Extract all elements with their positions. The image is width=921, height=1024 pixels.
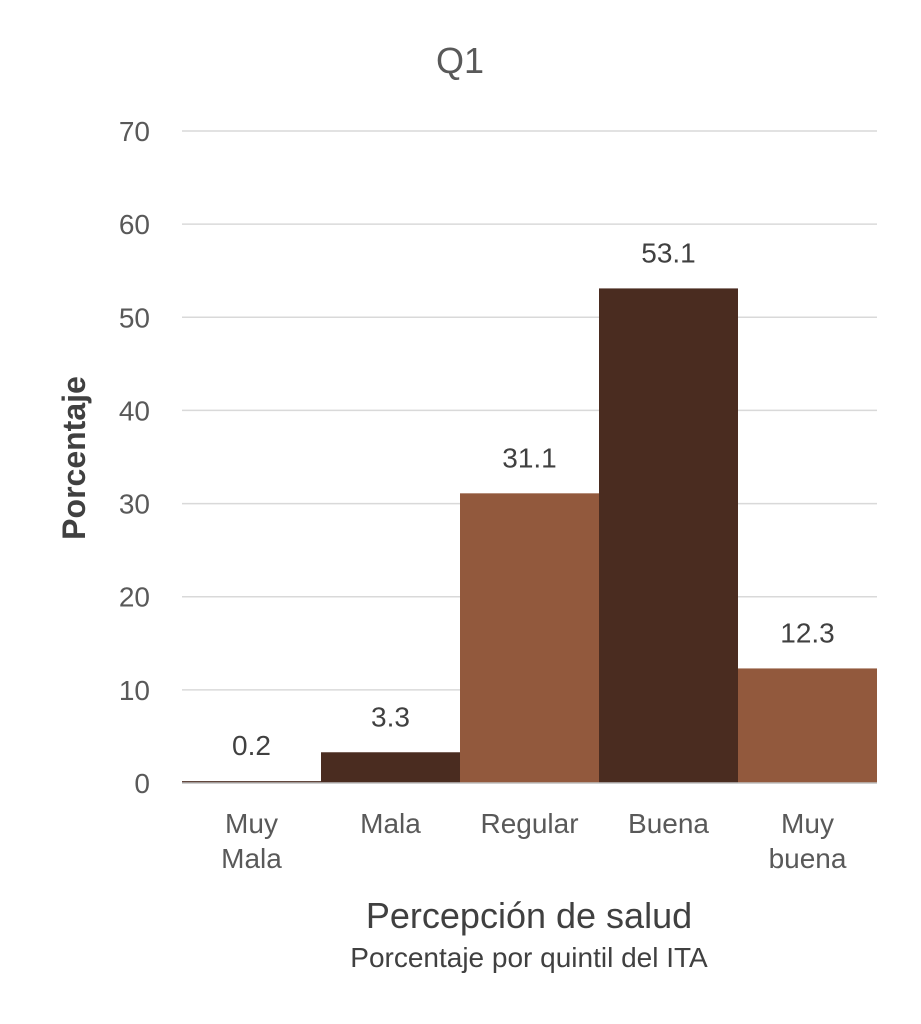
data-labels: 0.2 3.3 31.1 53.1 12.3: [232, 237, 835, 761]
y-tick-label: 30: [119, 489, 150, 520]
data-label: 53.1: [641, 237, 696, 268]
bar: [321, 752, 460, 783]
x-category-label: Mala: [360, 808, 421, 839]
bar: [738, 668, 877, 783]
y-tick-label: 20: [119, 582, 150, 613]
y-tick-label: 10: [119, 675, 150, 706]
bar: [599, 288, 738, 783]
x-category-label: Regular: [480, 808, 578, 839]
y-axis-title: Porcentaje: [56, 376, 92, 540]
x-category-label: Buena: [628, 808, 709, 839]
data-label: 3.3: [371, 701, 410, 732]
bar: [182, 781, 321, 783]
data-label: 31.1: [502, 442, 557, 473]
bar: [460, 493, 599, 783]
bars: [182, 288, 877, 783]
data-label: 12.3: [780, 617, 835, 648]
y-axis-tick-labels: 0 10 20 30 40 50 60 70: [119, 116, 150, 799]
x-category-label: Muy Mala: [221, 808, 282, 874]
y-tick-label: 60: [119, 209, 150, 240]
x-axis-title: Percepción de salud: [366, 895, 692, 936]
y-tick-label: 70: [119, 116, 150, 147]
chart-title: Q1: [436, 40, 484, 81]
y-tick-label: 50: [119, 302, 150, 333]
data-label: 0.2: [232, 730, 271, 761]
x-axis-category-labels: Muy Mala Mala Regular Buena Muy buena: [221, 808, 847, 874]
y-tick-label: 0: [134, 768, 150, 799]
y-tick-label: 40: [119, 395, 150, 426]
x-axis-subtitle: Porcentaje por quintil del ITA: [350, 942, 708, 973]
x-category-label: Muy buena: [769, 808, 847, 874]
